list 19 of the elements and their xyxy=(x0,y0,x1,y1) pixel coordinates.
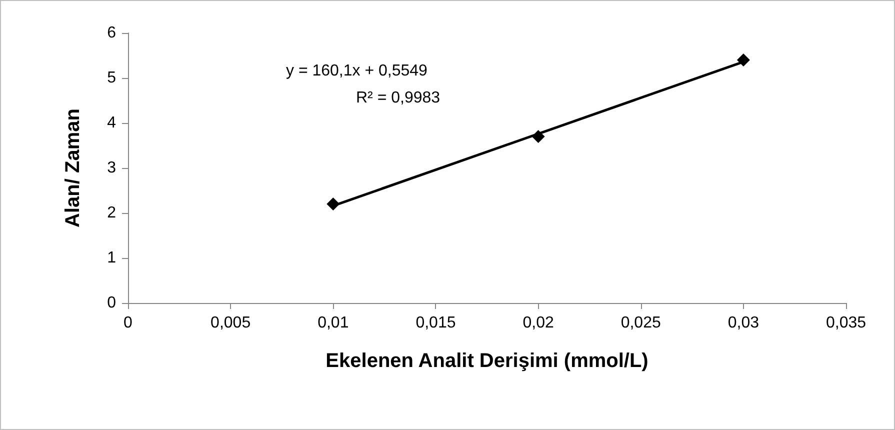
y-tick-label: 5 xyxy=(107,70,116,86)
x-tick-label: 0,025 xyxy=(620,314,661,332)
x-tick-label: 0,015 xyxy=(416,314,456,332)
y-axis-title: Alan/ Zaman xyxy=(62,108,84,228)
x-tick-label: 0,005 xyxy=(210,314,251,332)
annotation: y = 160,1x + 0,5549 xyxy=(286,62,428,80)
y-tick-label: 1 xyxy=(107,250,116,266)
y-tick-label: 2 xyxy=(107,204,116,222)
y-tick-label: 6 xyxy=(107,24,116,42)
y-tick-label: 3 xyxy=(107,160,116,176)
x-tick-label: 0,02 xyxy=(522,314,554,332)
x-axis-title: Ekelenen Analit Derişimi (mmol/L) xyxy=(326,350,648,372)
y-tick-label: 4 xyxy=(107,114,116,132)
x-tick-label: 0,01 xyxy=(318,314,349,332)
x-tick-label: 0,03 xyxy=(728,314,760,332)
x-tick-label: 0,035 xyxy=(826,314,866,332)
x-tick-label: 0 xyxy=(124,314,133,332)
y-tick-label: 0 xyxy=(107,294,116,312)
annotation: R² = 0,9983 xyxy=(356,90,440,106)
